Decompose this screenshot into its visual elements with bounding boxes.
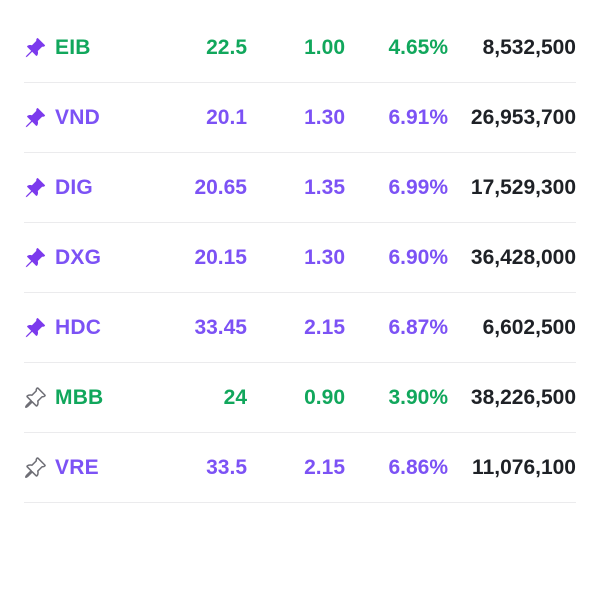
- table-row[interactable]: VND 20.1 1.30 6.91% 26,953,700: [24, 83, 576, 153]
- change-value: 2.15: [304, 315, 345, 339]
- stock-symbol: HDC: [55, 315, 102, 339]
- stock-symbol: EIB: [55, 35, 91, 59]
- price-value: 33.45: [194, 315, 247, 339]
- pin-filled-icon[interactable]: [24, 107, 46, 129]
- change-value: 2.15: [304, 455, 345, 479]
- pin-filled-icon[interactable]: [24, 37, 46, 59]
- volume-value: 26,953,700: [470, 105, 576, 129]
- pin-filled-icon[interactable]: [24, 177, 46, 199]
- pin-filled-icon[interactable]: [24, 317, 46, 339]
- volume-value: 11,076,100: [472, 455, 576, 479]
- stock-symbol: DXG: [55, 245, 102, 269]
- change-percent: 6.91%: [388, 105, 448, 129]
- stock-symbol: VRE: [55, 455, 99, 479]
- pin-filled-icon[interactable]: [24, 247, 46, 269]
- price-value: 20.1: [206, 105, 247, 129]
- table-row[interactable]: HDC 33.45 2.15 6.87% 6,602,500: [24, 293, 576, 363]
- stock-symbol: VND: [55, 105, 100, 129]
- volume-value: 38,226,500: [470, 385, 576, 409]
- table-row[interactable]: VRE 33.5 2.15 6.86% 11,076,100: [24, 433, 576, 503]
- change-value: 0.90: [304, 385, 345, 409]
- stock-symbol: DIG: [55, 175, 93, 199]
- change-percent: 6.87%: [388, 315, 448, 339]
- table-row[interactable]: MBB 24 0.90 3.90% 38,226,500: [24, 363, 576, 433]
- stock-watchlist-table: EIB 22.5 1.00 4.65% 8,532,500 VND 20.1 1…: [24, 13, 576, 503]
- change-percent: 3.90%: [388, 385, 448, 409]
- volume-value: 36,428,000: [470, 245, 576, 269]
- stock-symbol: MBB: [55, 385, 104, 409]
- change-value: 1.30: [304, 245, 345, 269]
- volume-value: 6,602,500: [482, 315, 576, 339]
- table-row[interactable]: DXG 20.15 1.30 6.90% 36,428,000: [24, 223, 576, 293]
- change-percent: 6.86%: [388, 455, 448, 479]
- price-value: 22.5: [206, 35, 247, 59]
- price-value: 33.5: [206, 455, 247, 479]
- change-value: 1.00: [304, 35, 345, 59]
- table-row[interactable]: EIB 22.5 1.00 4.65% 8,532,500: [24, 13, 576, 83]
- change-value: 1.35: [304, 175, 345, 199]
- change-value: 1.30: [304, 105, 345, 129]
- pin-outline-icon[interactable]: [24, 386, 46, 409]
- pin-outline-icon[interactable]: [24, 456, 46, 479]
- volume-value: 17,529,300: [470, 175, 576, 199]
- change-percent: 4.65%: [388, 35, 448, 59]
- change-percent: 6.90%: [388, 245, 448, 269]
- table-row[interactable]: DIG 20.65 1.35 6.99% 17,529,300: [24, 153, 576, 223]
- price-value: 20.65: [194, 175, 247, 199]
- volume-value: 8,532,500: [482, 35, 576, 59]
- price-value: 20.15: [194, 245, 247, 269]
- change-percent: 6.99%: [388, 175, 448, 199]
- price-value: 24: [223, 385, 247, 409]
